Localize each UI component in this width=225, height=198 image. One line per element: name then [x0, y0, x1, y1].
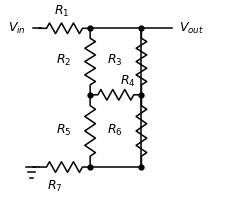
- Text: $R_2$: $R_2$: [56, 53, 71, 68]
- Text: $R_6$: $R_6$: [107, 122, 122, 138]
- Text: $V_{\mathregular{out}}$: $V_{\mathregular{out}}$: [180, 21, 205, 36]
- Text: $R_3$: $R_3$: [107, 53, 122, 68]
- Text: $V_{\mathregular{in}}$: $V_{\mathregular{in}}$: [8, 21, 25, 36]
- Text: $R_7$: $R_7$: [47, 179, 63, 194]
- Text: $R_5$: $R_5$: [56, 122, 71, 138]
- Text: $R_1$: $R_1$: [54, 4, 69, 19]
- Text: $R_4$: $R_4$: [120, 74, 135, 89]
